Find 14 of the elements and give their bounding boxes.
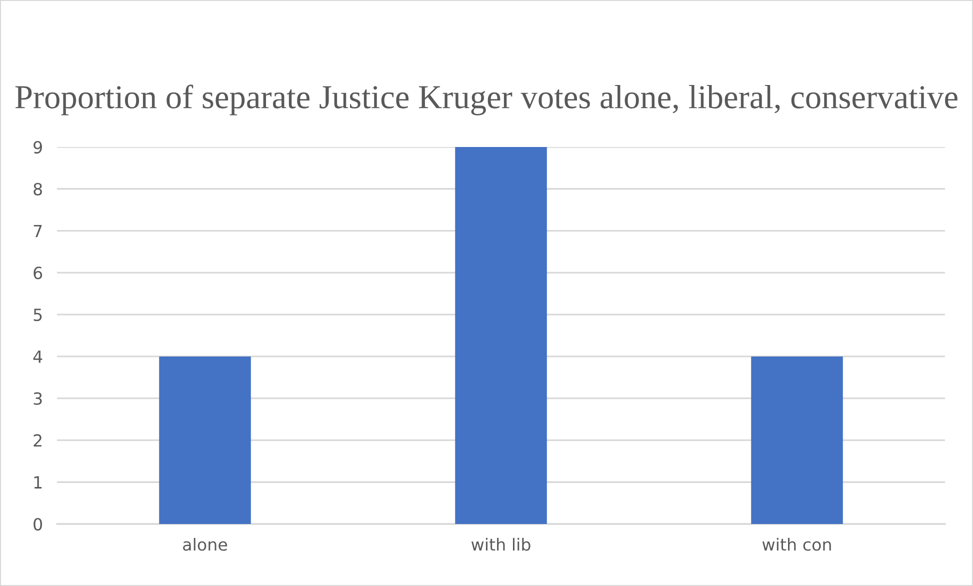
y-tick-label: 0 [34,518,42,531]
y-tick-label: 1 [34,476,42,488]
y-tick-label: 8 [34,182,42,196]
x-tick-label: with lib [471,538,530,551]
x-tick-label: alone [183,538,228,551]
y-tick-label: 3 [34,392,42,405]
y-tick-label: 9 [34,140,42,154]
y-tick-label: 5 [34,308,42,322]
x-tick-label: with con [762,538,831,551]
y-tick-label: 2 [34,434,42,447]
chart-title: Proportion of separate Justice Kruger votes alone, liberal, conservative [15,84,958,116]
y-tick-label: 6 [34,266,42,280]
y-tick-label: 7 [34,224,42,238]
y-tick-label: 4 [33,350,42,363]
